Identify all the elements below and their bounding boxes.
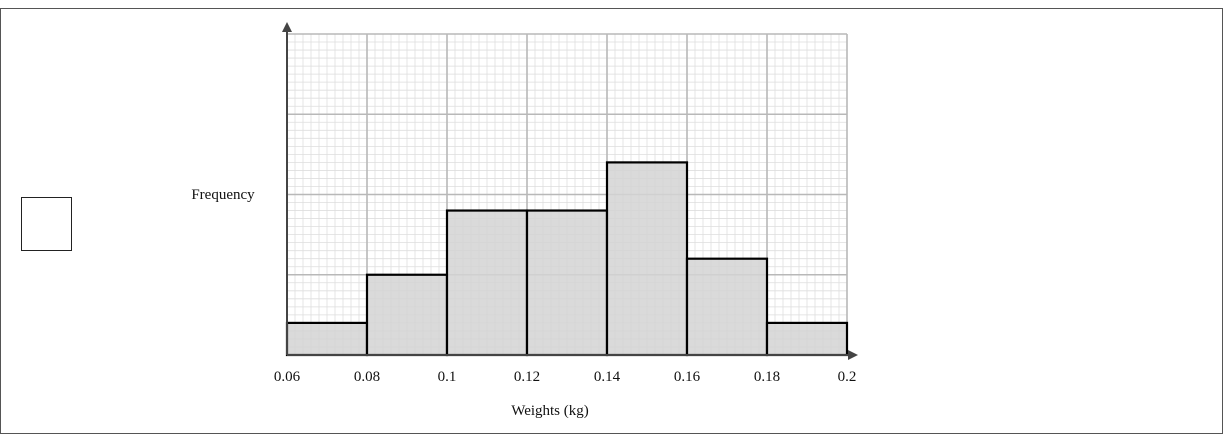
histogram-bar	[285, 321, 369, 357]
histogram-bar	[445, 209, 529, 357]
x-tick-labels: 0.06 0.08 0.1 0.12 0.14 0.16 0.18 0.2	[274, 369, 857, 385]
histogram-bar	[365, 273, 449, 357]
histogram-bar	[685, 257, 769, 357]
x-tick-label: 0.06	[274, 369, 301, 385]
histogram-bar	[525, 209, 609, 357]
x-tick-label: 0.18	[754, 369, 780, 385]
histogram-bar	[765, 321, 849, 357]
histogram-bar	[605, 161, 689, 357]
x-tick-label: 0.08	[354, 369, 380, 385]
x-axis-label: Weights (kg)	[511, 403, 589, 419]
y-axis-arrow	[282, 22, 292, 32]
x-tick-label: 0.16	[674, 369, 701, 385]
x-axis-arrow	[848, 350, 858, 360]
x-tick-label: 0.1	[438, 369, 457, 385]
x-tick-label: 0.14	[594, 369, 621, 385]
axes	[282, 22, 858, 360]
x-tick-label: 0.2	[838, 369, 857, 385]
x-tick-label: 0.12	[514, 369, 540, 385]
y-axis-label: Frequency	[191, 187, 255, 203]
answer-box[interactable]	[21, 197, 72, 251]
